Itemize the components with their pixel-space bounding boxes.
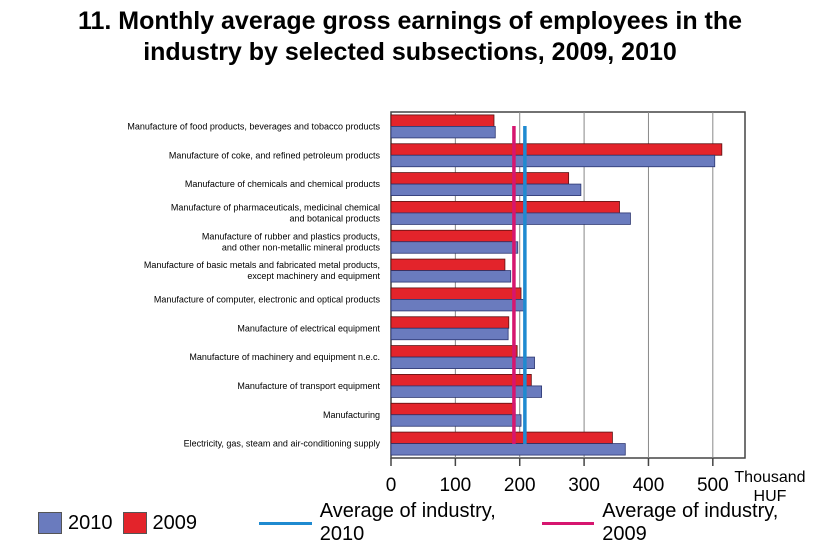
bar-2010-6 [390,270,512,283]
bar-2009-4 [390,201,620,214]
category-label-5-line-1: Manufacture of rubber and plastics produ… [202,231,380,241]
x-axis-unit-line-1: Thousand [734,469,805,486]
chart-legend: 2010 2009 Average of industry, 2010 Aver… [38,500,818,545]
bar-2009-1 [390,114,495,127]
category-label-4-line-2: and botanical products [289,213,380,223]
bar-2009-12 [390,431,613,444]
bar-2009-2 [390,143,723,156]
legend-label-2009: 2009 [152,511,198,534]
legend-label-avg-2009: Average of industry, 2009 [602,500,779,545]
chart-title-line-2: industry by selected subsections, 2009, … [143,38,677,66]
category-label-12: Electricity, gas, steam and air-conditio… [184,439,381,449]
chart-title-line-1: 11. Monthly average gross earnings of em… [77,7,743,35]
bar-2010-10 [390,385,543,398]
bar-2010-8 [390,327,509,341]
bar-2009-10 [390,374,532,387]
category-label-2: Manufacture of coke, and refined petrole… [169,150,381,160]
x-tick-label-300: 300 [568,475,600,496]
bar-2009-6 [390,258,506,271]
category-label-4-line-1: Manufacture of pharmaceuticals, medicina… [171,202,380,212]
legend-swatch-2010 [38,512,62,534]
x-tick-label-200: 200 [504,475,536,496]
legend-item-2009: 2009 [122,511,198,535]
bar-2010-4 [390,212,631,225]
category-label-3: Manufacture of chemicals and chemical pr… [185,179,381,189]
legend-label-avg-2010: Average of industry, 2010 [319,500,496,545]
legend-item-avg-2009: Average of industry, 2009 [541,500,809,546]
legend-item-avg-2010: Average of industry, 2010 [259,500,526,546]
category-label-1: Manufacture of food products, beverages … [127,121,380,131]
legend-swatch-2009 [122,512,147,534]
legend-label-2010: 2010 [68,511,113,534]
category-label-6-line-2: except machinery and equipment [247,271,380,281]
chart-title: 11. Monthly average gross earnings of em… [0,6,820,68]
bar-2009-8 [390,316,510,329]
bar-2010-2 [390,154,716,168]
category-label-9: Manufacture of machinery and equipment n… [189,352,380,362]
category-label-8: Manufacture of electrical equipment [237,323,380,333]
x-tick-label-100: 100 [440,475,472,496]
bar-2010-11 [390,414,522,427]
bar-2009-5 [390,229,514,243]
bar-2010-7 [390,299,526,312]
bar-2010-5 [390,241,519,254]
bar-2009-3 [390,172,570,185]
bar-2010-1 [390,126,496,139]
bar-2010-3 [390,183,582,196]
legend-swatch-avg-2009 [541,521,595,525]
category-label-10: Manufacture of transport equipment [237,381,380,391]
bar-2010-12 [390,443,626,456]
x-axis-unit-line-2: HUF [754,488,787,505]
category-label-6-line-1: Manufacture of basic metals and fabricat… [144,260,380,270]
x-tick-label-500: 500 [697,475,729,496]
bar-2009-9 [390,345,518,358]
plot-area [390,111,746,459]
legend-item-2010: 2010 [38,512,113,535]
category-label-11: Manufacturing [323,410,380,420]
category-label-7: Manufacture of computer, electronic and … [154,294,381,304]
x-tick-label-400: 400 [633,475,665,496]
bar-2010-9 [390,356,535,369]
legend-swatch-avg-2010 [259,521,312,525]
bar-2009-7 [390,287,522,300]
category-label-5-line-2: and other non-metallic mineral products [222,242,381,252]
bar-2009-11 [390,402,516,416]
x-tick-label-0: 0 [386,475,397,496]
